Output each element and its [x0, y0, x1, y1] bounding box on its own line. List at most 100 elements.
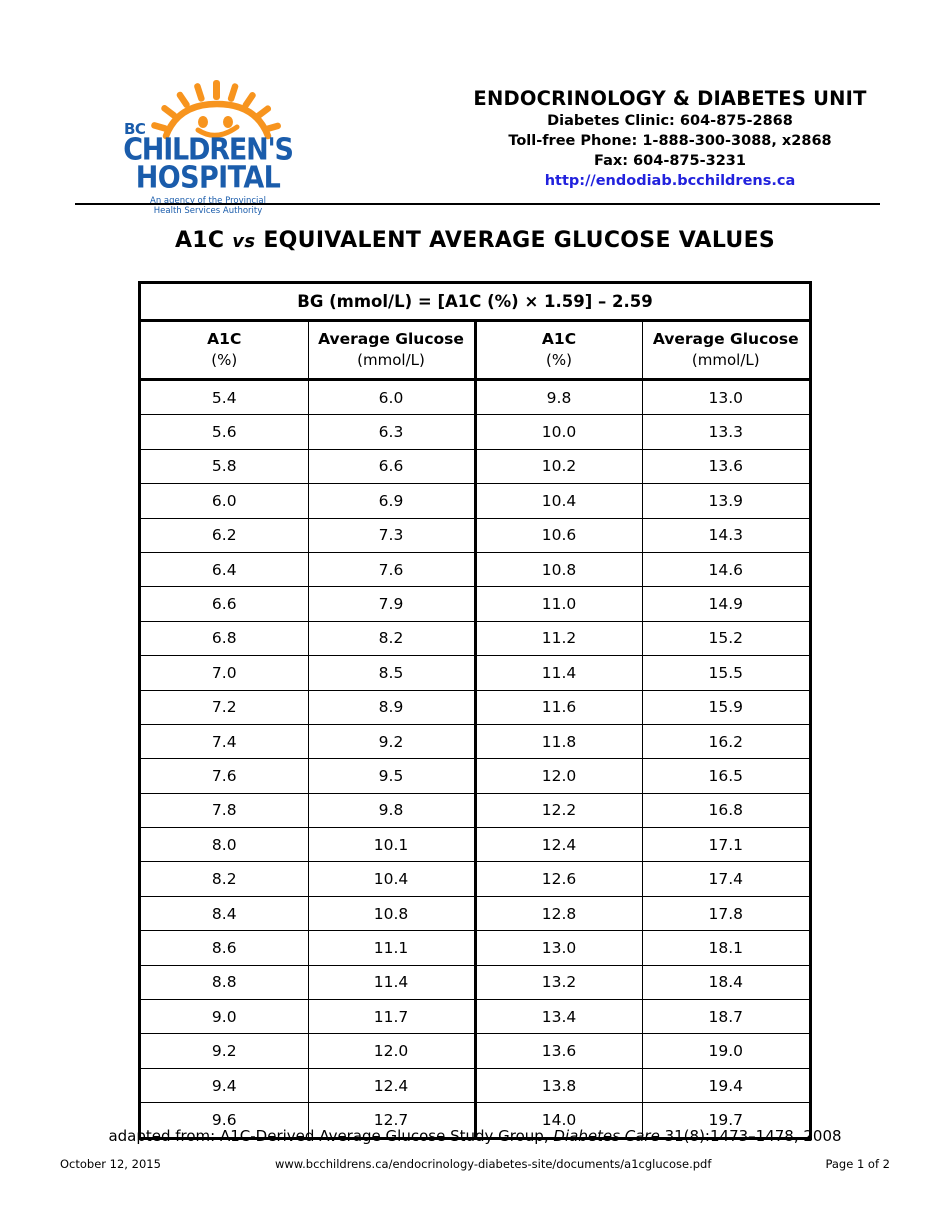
table-cell: 12.4: [475, 827, 643, 863]
table-cell: 10.0: [475, 414, 643, 450]
table-body: 5.4 6.0 9.8 13.0 5.6 6.3 10.0 13.3 5.8 6.6 10.2 13.…: [141, 378, 809, 1137]
header-contact-block: ENDOCRINOLOGY & DIABETES UNIT Diabetes C…: [440, 86, 900, 192]
table-cell: 7.4: [141, 723, 309, 760]
table-row: 7.0 8.5 11.4 15.5: [141, 655, 809, 691]
table-cell: 13.6: [641, 448, 809, 485]
footer-page-number: Page 1 of 2: [825, 1157, 890, 1171]
table-cell: 8.6: [141, 930, 309, 966]
table-cell: 13.8: [475, 1067, 643, 1104]
table-cell: 16.8: [641, 792, 809, 829]
table-cell: 10.1: [307, 827, 477, 863]
table-row: 9.6 12.7 14.0 19.7: [141, 1102, 809, 1137]
table-cell: 5.8: [141, 448, 309, 485]
table-row: 6.8 8.2 11.2 15.2: [141, 620, 809, 657]
table-cell: 17.1: [641, 827, 809, 863]
table-cell: 10.8: [307, 895, 477, 932]
page-title: A1C vs EQUIVALENT AVERAGE GLUCOSE VALUES: [0, 228, 950, 253]
table-cell: 6.8: [141, 620, 309, 657]
clinic-phone: Diabetes Clinic: 604-875-2868: [547, 113, 793, 129]
column-header-glucose-right: Average Glucose (mmol/L): [641, 322, 809, 381]
citation-journal: Diabetes Care: [553, 1127, 660, 1145]
table-cell: 7.6: [141, 758, 309, 794]
table-cell: 10.2: [475, 448, 643, 485]
fax-number: Fax: 604-875-3231: [594, 153, 746, 169]
table-cell: 14.9: [641, 586, 809, 622]
unit-title: ENDOCRINOLOGY & DIABETES UNIT: [473, 87, 867, 110]
table-cell: 16.2: [641, 723, 809, 760]
table-cell: 18.4: [641, 964, 809, 1001]
column-header-name: A1C: [541, 330, 577, 348]
table-row: 7.4 9.2 11.8 16.2: [141, 723, 809, 760]
table-cell: 18.1: [641, 930, 809, 966]
table-header-row: A1C (%) Average Glucose (mmol/L) A1C (%)…: [141, 322, 809, 381]
table-cell: 14.6: [641, 551, 809, 588]
table-cell: 9.0: [141, 999, 309, 1035]
table-row: 7.6 9.5 12.0 16.5: [141, 758, 809, 794]
tollfree-phone: Toll-free Phone: 1-888-300-3088, x2868: [508, 133, 832, 149]
table-cell: 11.8: [475, 723, 643, 760]
page-title-part2: EQUIVALENT AVERAGE GLUCOSE VALUES: [263, 228, 776, 253]
table-cell: 13.0: [641, 378, 809, 416]
column-header-glucose-left: Average Glucose (mmol/L): [307, 322, 477, 381]
table-cell: 8.0: [141, 827, 309, 863]
table-cell: 7.3: [307, 517, 477, 553]
table-cell: 7.6: [307, 551, 477, 588]
citation-prefix: adapted from: A1C-Derived Average Glucos…: [108, 1127, 549, 1145]
column-header-unit: (%): [211, 351, 238, 369]
table-cell: 14.0: [475, 1102, 643, 1137]
table-row: 8.6 11.1 13.0 18.1: [141, 930, 809, 966]
table-cell: 12.6: [475, 861, 643, 897]
table-cell: 6.3: [307, 414, 477, 450]
table-cell: 8.5: [307, 655, 477, 691]
logo-tagline-line2: Health Services Authority: [153, 206, 263, 216]
document-header: BC CHILDREN'S HOSPITAL An agency of the …: [0, 62, 950, 216]
table-cell: 9.8: [475, 378, 643, 416]
table-cell: 13.2: [475, 964, 643, 1001]
table-cell: 8.4: [141, 895, 309, 932]
sun-face-icon: [151, 80, 281, 140]
table-row: 8.4 10.8 12.8 17.8: [141, 895, 809, 932]
table-header-row-group: A1C (%) Average Glucose (mmol/L) A1C (%)…: [141, 322, 809, 381]
table-cell: 8.9: [307, 689, 477, 725]
conversion-formula: BG (mmol/L) = [A1C (%) × 1.59] – 2.59: [141, 284, 809, 322]
logo-bc-text: BC: [124, 120, 146, 138]
table-cell: 13.0: [475, 930, 643, 966]
column-header-a1c-left: A1C (%): [141, 322, 309, 381]
table-row: 8.8 11.4 13.2 18.4: [141, 964, 809, 1001]
table-cell: 11.7: [307, 999, 477, 1035]
table-cell: 19.7: [641, 1102, 809, 1137]
table-cell: 13.4: [475, 999, 643, 1035]
table-row: 5.8 6.6 10.2 13.6: [141, 448, 809, 485]
page-title-vs: vs: [232, 231, 256, 252]
table-row: 5.6 6.3 10.0 13.3: [141, 414, 809, 450]
table-cell: 12.0: [307, 1033, 477, 1069]
table-cell: 6.2: [141, 517, 309, 553]
table-cell: 7.2: [141, 689, 309, 725]
a1c-conversion-grid: A1C (%) Average Glucose (mmol/L) A1C (%)…: [141, 322, 809, 1137]
table-cell: 11.4: [307, 964, 477, 1001]
table-cell: 10.4: [307, 861, 477, 897]
table-cell: 10.4: [475, 483, 643, 519]
table-row: 9.4 12.4 13.8 19.4: [141, 1067, 809, 1104]
table-cell: 15.2: [641, 620, 809, 657]
endodiab-website-link[interactable]: http://endodiab.bcchildrens.ca: [544, 173, 796, 189]
table-cell: 11.0: [475, 586, 643, 622]
column-header-unit: (%): [546, 351, 572, 369]
table-cell: 6.6: [307, 448, 477, 485]
table-cell: 12.8: [475, 895, 643, 932]
page-title-part1: A1C: [174, 228, 225, 253]
table-row: 6.4 7.6 10.8 14.6: [141, 551, 809, 588]
table-row: 7.8 9.8 12.2 16.8: [141, 792, 809, 829]
citation-suffix: 31(8):1473–1478, 2008: [664, 1127, 842, 1145]
footer-date: October 12, 2015: [60, 1157, 161, 1171]
table-cell: 10.8: [475, 551, 643, 588]
table-row: 5.4 6.0 9.8 13.0: [141, 378, 809, 416]
header-divider: [75, 203, 880, 205]
table-cell: 13.3: [641, 414, 809, 450]
table-cell: 8.2: [141, 861, 309, 897]
table-cell: 5.4: [141, 378, 309, 416]
table-cell: 6.4: [141, 551, 309, 588]
table-cell: 15.9: [641, 689, 809, 725]
table-cell: 12.0: [475, 758, 643, 794]
table-cell: 15.5: [641, 655, 809, 691]
